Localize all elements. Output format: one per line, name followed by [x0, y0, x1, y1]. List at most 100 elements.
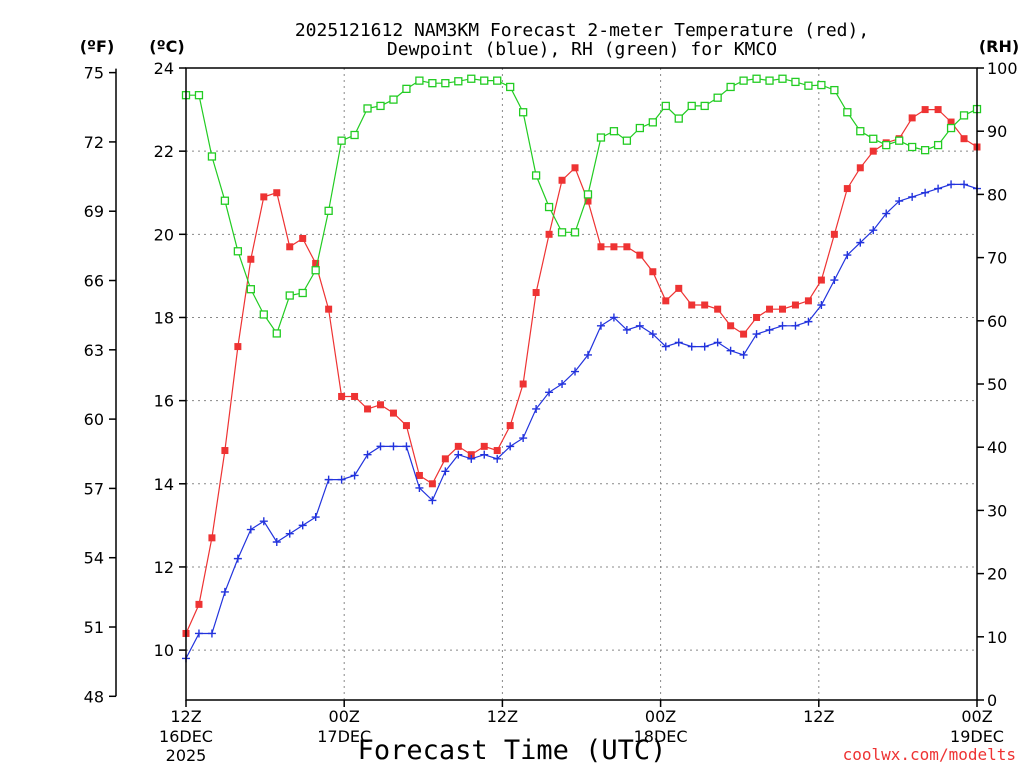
rh-point [648, 118, 657, 127]
dewpoint-point [778, 321, 787, 330]
rh-tick-label: 100 [987, 59, 1018, 78]
2-meter-temperature-point [869, 147, 877, 155]
rh-point [389, 95, 398, 104]
2-meter-temperature-point [415, 471, 423, 479]
fahrenheit-unit-label: (ºF) [80, 37, 115, 56]
rh-point [804, 81, 813, 90]
rh-point [791, 77, 800, 87]
dewpoint-point [350, 471, 359, 480]
dewpoint-point [843, 251, 852, 260]
2-meter-temperature-point [428, 480, 436, 488]
rh-point [752, 74, 761, 83]
rh-point [480, 76, 489, 85]
2-meter-temperature-point [351, 392, 359, 400]
2-meter-temperature-point [960, 135, 968, 143]
2-meter-temperature-point [947, 118, 955, 126]
chart-title-line-2: Dewpoint (blue), RH (green) for KMCO [387, 39, 777, 60]
dewpoint-point [804, 317, 813, 326]
rh-point [882, 140, 891, 150]
rh-point [531, 171, 541, 180]
rh-tick-label: 90 [987, 122, 1007, 141]
2-meter-temperature-point [856, 164, 864, 172]
celsius-unit-label: (ºC) [149, 37, 184, 56]
fahrenheit-tick-label: 51 [84, 618, 104, 637]
dewpoint-point [363, 450, 372, 459]
dewpoint-point [298, 521, 307, 530]
2-meter-temperature-point [675, 284, 683, 292]
rh-point [674, 114, 683, 123]
dewpoint-point [856, 238, 865, 247]
2-meter-temperature-point [286, 243, 294, 251]
data-series [181, 74, 982, 663]
rh-point [544, 202, 554, 212]
2-meter-temperature-point [480, 442, 488, 450]
fahrenheit-tick-label: 63 [84, 341, 104, 360]
dewpoint-point [960, 180, 969, 189]
2-meter-temperature-point [636, 251, 644, 259]
celsius-tick-label: 14 [154, 475, 174, 494]
grid-lines [186, 67, 977, 700]
dewpoint-point [545, 388, 554, 397]
2-meter-temperature-point [843, 185, 851, 193]
2-meter-temperature-point [221, 447, 229, 455]
x-tick-date-label: 18DEC [634, 727, 688, 746]
dewpoint-point [726, 346, 735, 355]
fahrenheit-tick-label: 72 [84, 133, 104, 152]
2-meter-temperature-line [185, 108, 978, 634]
2-meter-temperature-point [701, 301, 709, 309]
2-meter-temperature-point [688, 301, 696, 309]
rh-point [622, 136, 632, 145]
dewpoint-point [428, 496, 437, 505]
rh-point [817, 80, 826, 90]
rh-point [765, 76, 774, 85]
rh-point [908, 142, 917, 152]
dewpoint-point [285, 529, 294, 538]
fahrenheit-tick-label: 60 [84, 410, 104, 429]
rh-tick-label: 70 [987, 249, 1007, 268]
dewpoint-point [830, 276, 839, 285]
fahrenheit-tick-label: 75 [84, 64, 104, 83]
2-meter-temperature-point [791, 301, 799, 309]
2-meter-temperature-point [312, 259, 320, 267]
rh-point [570, 228, 580, 237]
2-meter-temperature-point [325, 305, 333, 313]
celsius-tick-label: 20 [154, 225, 174, 244]
dewpoint-point [506, 442, 515, 451]
dewpoint-point [519, 434, 528, 443]
rh-point [687, 101, 696, 111]
x-tick-label: 00Z [961, 707, 992, 726]
fahrenheit-tick-label: 54 [84, 549, 104, 568]
celsius-tick-label: 22 [154, 142, 174, 161]
dewpoint-point [246, 525, 255, 534]
dewpoint-point [713, 338, 722, 347]
rh-tick-label: 10 [987, 628, 1007, 647]
rh-point [402, 84, 411, 94]
2-meter-temperature-point [727, 322, 735, 330]
rh-point [843, 108, 852, 117]
x-tick-label: 12Z [803, 707, 834, 726]
fahrenheit-tick-label: 48 [84, 687, 104, 706]
rh-point [830, 85, 839, 95]
rh-point [713, 93, 722, 102]
rh-point [635, 123, 645, 133]
rh-point [856, 127, 865, 136]
dewpoint-point [402, 442, 411, 451]
2-meter-temperature-point [908, 114, 916, 122]
celsius-tick-label: 24 [154, 59, 174, 78]
fahrenheit-tick-label: 66 [84, 272, 104, 291]
dewpoint-point [376, 442, 385, 451]
dewpoint-point [934, 184, 943, 193]
rh-point [376, 101, 385, 111]
rh-point [946, 123, 956, 133]
2-meter-temperature-point [934, 106, 942, 114]
rh-point [493, 76, 502, 85]
2-meter-temperature-point [441, 455, 449, 463]
dewpoint-point [596, 321, 605, 330]
2-meter-temperature-point [610, 243, 618, 251]
rh-point [700, 101, 709, 111]
2-meter-temperature-point [454, 442, 462, 450]
2-meter-temperature-point [493, 447, 501, 455]
dewpoint-point [220, 587, 229, 596]
rh-point [337, 136, 346, 145]
